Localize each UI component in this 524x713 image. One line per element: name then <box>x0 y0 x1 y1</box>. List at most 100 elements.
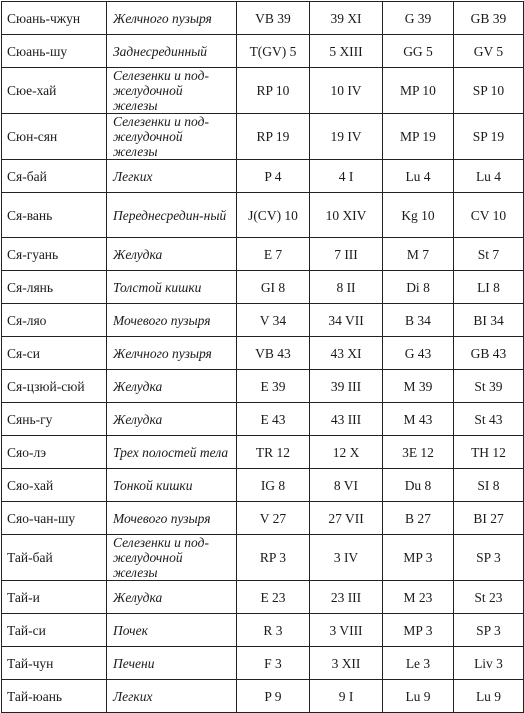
code-german-cell: MP 10 <box>382 67 454 114</box>
code-roman-cell: 9 I <box>309 679 383 713</box>
code-german-cell: MP 3 <box>382 613 454 647</box>
meridian-cell: Трех полостей тела <box>106 435 237 469</box>
code-german-cell: Kg 10 <box>382 192 454 238</box>
code-french-cell: E 39 <box>236 369 310 403</box>
code-english-cell: GB 39 <box>453 1 524 35</box>
table-row: Ся-вань Переднесредин-ный J(CV) 10 10 XIV Kg… <box>1 192 524 238</box>
meridian-cell: Мочевого пузыря <box>106 501 237 535</box>
code-french-cell: E 7 <box>236 237 310 271</box>
code-french-cell: P 4 <box>236 159 310 193</box>
code-english-cell: BI 27 <box>453 501 524 535</box>
point-name-cell: Сюн-сян <box>1 113 107 160</box>
table-row: Сяо-чан-шу Мочевого пузыря V 27 27 VII B 27 B… <box>1 501 524 535</box>
point-name-cell: Сяо-чан-шу <box>1 501 107 535</box>
code-english-cell: CV 10 <box>453 192 524 238</box>
meridian-cell: Легких <box>106 679 237 713</box>
code-german-cell: MP 3 <box>382 534 454 581</box>
table-row: Ся-ляо Мочевого пузыря V 34 34 VII B 34 BI 34 <box>1 303 524 337</box>
code-roman-cell: 3 VIII <box>309 613 383 647</box>
table-row: Сюн-сян Селезенки и под-желудочной железы… <box>1 113 524 160</box>
code-french-cell: J(CV) 10 <box>236 192 310 238</box>
code-german-cell: G 39 <box>382 1 454 35</box>
code-roman-cell: 12 X <box>309 435 383 469</box>
point-name-cell: Ся-гуань <box>1 237 107 271</box>
code-roman-cell: 34 VII <box>309 303 383 337</box>
code-german-cell: 3E 12 <box>382 435 454 469</box>
table-row: Сянь-гу Желудка E 43 43 III M 43 St 43 <box>1 402 524 436</box>
code-roman-cell: 4 I <box>309 159 383 193</box>
code-roman-cell: 43 III <box>309 402 383 436</box>
point-name-cell: Ся-цзюй-сюй <box>1 369 107 403</box>
point-name-cell: Ся-лянь <box>1 270 107 304</box>
code-french-cell: RP 3 <box>236 534 310 581</box>
code-roman-cell: 10 IV <box>309 67 383 114</box>
meridian-cell: Желудка <box>106 237 237 271</box>
code-german-cell: B 34 <box>382 303 454 337</box>
code-french-cell: R 3 <box>236 613 310 647</box>
point-name-cell: Сянь-гу <box>1 402 107 436</box>
code-french-cell: VB 43 <box>236 336 310 370</box>
code-roman-cell: 19 IV <box>309 113 383 160</box>
code-french-cell: TR 12 <box>236 435 310 469</box>
point-name-cell: Тай-си <box>1 613 107 647</box>
code-roman-cell: 43 XI <box>309 336 383 370</box>
code-roman-cell: 39 III <box>309 369 383 403</box>
code-english-cell: St 7 <box>453 237 524 271</box>
meridian-cell: Желчного пузыря <box>106 1 237 35</box>
point-name-cell: Ся-вань <box>1 192 107 238</box>
code-french-cell: V 34 <box>236 303 310 337</box>
meridian-cell: Переднесредин-ный <box>106 192 237 238</box>
meridian-cell: Желудка <box>106 580 237 614</box>
code-roman-cell: 27 VII <box>309 501 383 535</box>
meridian-cell: Селезенки и под-желудочной железы <box>106 67 237 114</box>
code-german-cell: M 23 <box>382 580 454 614</box>
code-german-cell: Di 8 <box>382 270 454 304</box>
code-english-cell: Lu 9 <box>453 679 524 713</box>
code-german-cell: Lu 9 <box>382 679 454 713</box>
point-name-cell: Тай-бай <box>1 534 107 581</box>
point-name-cell: Ся-бай <box>1 159 107 193</box>
code-german-cell: GG 5 <box>382 34 454 68</box>
meridian-cell: Желудка <box>106 402 237 436</box>
point-name-cell: Сяо-хай <box>1 468 107 502</box>
code-english-cell: St 23 <box>453 580 524 614</box>
code-german-cell: M 43 <box>382 402 454 436</box>
meridian-cell: Легких <box>106 159 237 193</box>
code-french-cell: E 43 <box>236 402 310 436</box>
meridian-cell: Печени <box>106 646 237 680</box>
code-french-cell: RP 10 <box>236 67 310 114</box>
code-english-cell: Liv 3 <box>453 646 524 680</box>
point-name-cell: Сяо-лэ <box>1 435 107 469</box>
code-french-cell: RP 19 <box>236 113 310 160</box>
table-row: Тай-и Желудка E 23 23 III M 23 St 23 <box>1 580 524 614</box>
code-german-cell: Lu 4 <box>382 159 454 193</box>
code-english-cell: SP 10 <box>453 67 524 114</box>
table-row: Тай-бай Селезенки и под-желудочной железы… <box>1 534 524 581</box>
code-german-cell: M 39 <box>382 369 454 403</box>
meridian-cell: Мочевого пузыря <box>106 303 237 337</box>
code-roman-cell: 3 IV <box>309 534 383 581</box>
meridian-cell: Тонкой кишки <box>106 468 237 502</box>
code-french-cell: E 23 <box>236 580 310 614</box>
code-french-cell: F 3 <box>236 646 310 680</box>
code-english-cell: GB 43 <box>453 336 524 370</box>
code-roman-cell: 23 III <box>309 580 383 614</box>
table-row: Сюе-хай Селезенки и под-желудочной железы… <box>1 67 524 114</box>
code-german-cell: Du 8 <box>382 468 454 502</box>
code-english-cell: St 43 <box>453 402 524 436</box>
point-name-cell: Сюань-шу <box>1 34 107 68</box>
code-english-cell: GV 5 <box>453 34 524 68</box>
code-german-cell: G 43 <box>382 336 454 370</box>
meridian-cell: Заднесрединный <box>106 34 237 68</box>
code-roman-cell: 3 XII <box>309 646 383 680</box>
code-english-cell: SP 3 <box>453 613 524 647</box>
meridian-cell: Толстой кишки <box>106 270 237 304</box>
